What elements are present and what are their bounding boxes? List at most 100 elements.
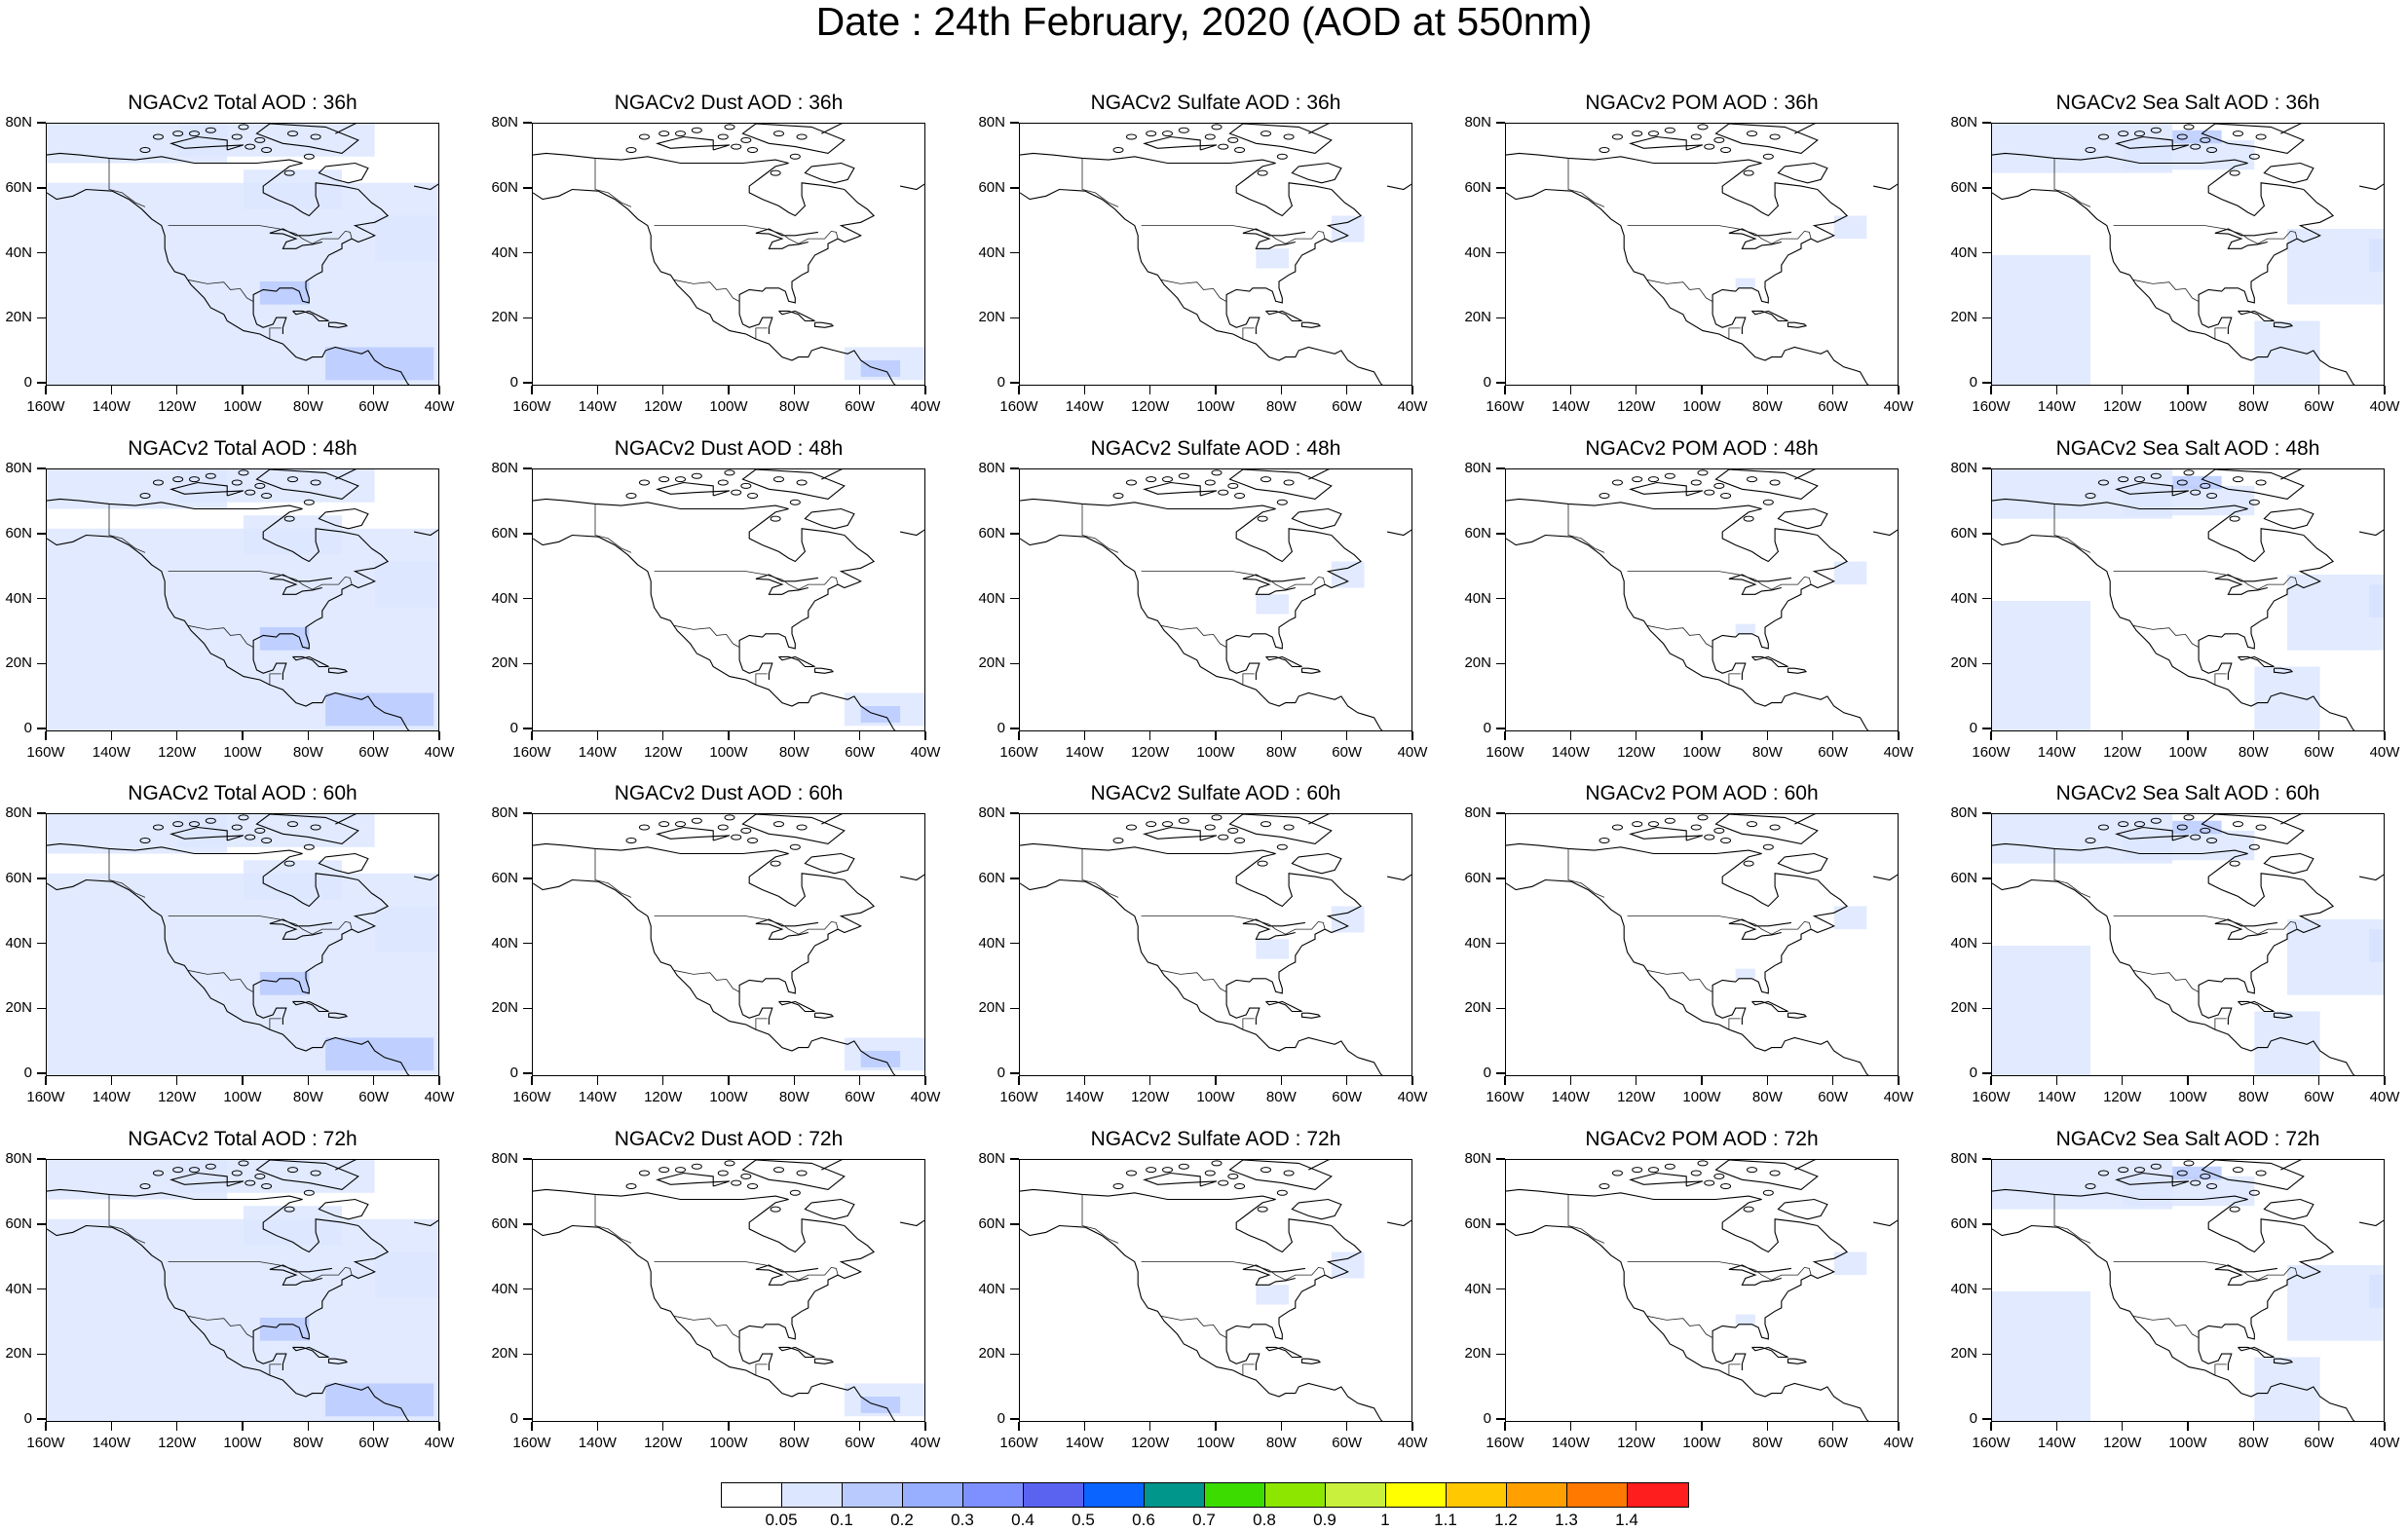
island-outline	[2134, 821, 2145, 828]
island-outline	[2255, 133, 2267, 140]
island-outline	[1276, 1189, 1288, 1196]
x-tick-label: 140W	[578, 744, 617, 761]
colorbar-swatch	[1084, 1483, 1145, 1507]
y-tick	[1982, 942, 1991, 945]
island-outline	[2233, 1167, 2243, 1174]
y-tick	[523, 878, 532, 879]
y-tick	[523, 942, 532, 945]
x-tick	[2384, 731, 2386, 740]
y-tick-label: 20N	[491, 654, 518, 672]
aod-shading	[177, 814, 375, 847]
coastline	[2214, 574, 2277, 595]
coastline	[1728, 1264, 1791, 1286]
x-tick	[242, 1422, 244, 1431]
y-tick-label: 80N	[978, 114, 1005, 131]
island-outline	[2183, 469, 2195, 476]
coastline	[899, 529, 924, 537]
x-tick	[1411, 1422, 1413, 1431]
coastline	[741, 1160, 846, 1190]
coastline	[335, 469, 357, 480]
x-tick	[2055, 386, 2058, 394]
country-border	[168, 1261, 353, 1281]
panel-title: NGACv2 Total AOD : 72h	[128, 1128, 357, 1150]
x-tick-label: 80W	[292, 1089, 323, 1105]
x-tick-label: 80W	[1265, 398, 1297, 415]
x-tick	[1831, 1422, 1834, 1431]
island-outline	[1257, 515, 1268, 522]
y-tick	[37, 122, 46, 124]
coastline	[1777, 162, 1828, 184]
y-tick	[1982, 728, 1991, 729]
island-outline	[658, 1167, 670, 1174]
coastline	[1712, 879, 1849, 1025]
x-tick-label: 60W	[358, 744, 390, 761]
coastline	[755, 1264, 818, 1286]
x-tick-label: 140W	[2037, 398, 2076, 415]
coastline	[813, 1358, 835, 1364]
x-tick-label: 120W	[1617, 1089, 1656, 1105]
aod-shading	[244, 1206, 342, 1246]
x-tick	[1635, 731, 1637, 740]
aod-shading	[1735, 1314, 1755, 1325]
coastline	[738, 879, 876, 1025]
colorbar-label: 1.2	[1494, 1511, 1518, 1529]
map-panel	[1991, 123, 2385, 386]
coastline	[255, 124, 359, 154]
y-tick	[1496, 1418, 1505, 1420]
island-outline	[2097, 1170, 2109, 1176]
island-outline	[1283, 479, 1295, 486]
island-outline	[1146, 476, 1157, 483]
island-outline	[1697, 469, 1709, 476]
y-tick	[523, 382, 532, 384]
x-tick	[1018, 1422, 1020, 1431]
island-outline	[638, 1170, 650, 1176]
island-outline	[789, 153, 801, 160]
y-tick-label: 0	[1483, 720, 1491, 736]
x-tick	[2317, 386, 2320, 394]
y-tick-label: 0	[509, 1064, 518, 1081]
coastline	[47, 498, 358, 563]
x-tick-label: 140W	[1551, 398, 1590, 415]
x-tick-label: 140W	[92, 1089, 131, 1105]
coastline	[1020, 842, 1332, 908]
x-tick	[661, 386, 664, 394]
x-tick-label: 60W	[2304, 744, 2335, 761]
map-panel	[46, 123, 439, 386]
x-tick-label: 160W	[999, 1435, 1038, 1451]
coastline	[778, 1000, 815, 1013]
y-tick-label: 80N	[978, 804, 1005, 821]
y-tick	[1496, 382, 1505, 384]
colorbar-label: 0.3	[951, 1511, 974, 1529]
x-tick	[1701, 386, 1703, 394]
island-outline	[1762, 153, 1774, 160]
x-tick	[1569, 731, 1572, 740]
aod-shading	[2254, 320, 2320, 385]
x-tick-label: 40W	[2369, 744, 2400, 761]
island-outline	[205, 817, 216, 824]
y-tick	[37, 317, 46, 318]
island-outline	[1747, 476, 1757, 483]
island-outline	[2085, 147, 2096, 153]
y-tick	[1982, 187, 1991, 189]
coastline	[1300, 321, 1322, 328]
x-tick	[924, 1076, 926, 1085]
island-outline	[1178, 472, 1189, 479]
colorbar-label: 1.4	[1615, 1511, 1638, 1529]
island-outline	[172, 476, 184, 483]
x-tick-label: 40W	[910, 1089, 941, 1105]
coastline	[2273, 1012, 2294, 1019]
coastline	[899, 1219, 924, 1227]
island-outline	[172, 131, 184, 137]
island-outline	[2097, 133, 2109, 140]
coastline	[2280, 469, 2303, 480]
x-tick-label: 120W	[1131, 1435, 1170, 1451]
country-border	[2132, 969, 2200, 992]
x-tick-label: 120W	[644, 398, 683, 415]
island-outline	[2206, 147, 2218, 153]
coastline	[813, 321, 835, 328]
country-border	[2053, 1194, 2091, 1244]
x-tick	[1766, 1422, 1769, 1431]
y-tick	[1010, 1158, 1019, 1160]
y-tick-label: 40N	[1464, 589, 1491, 607]
country-border	[1627, 915, 1812, 935]
